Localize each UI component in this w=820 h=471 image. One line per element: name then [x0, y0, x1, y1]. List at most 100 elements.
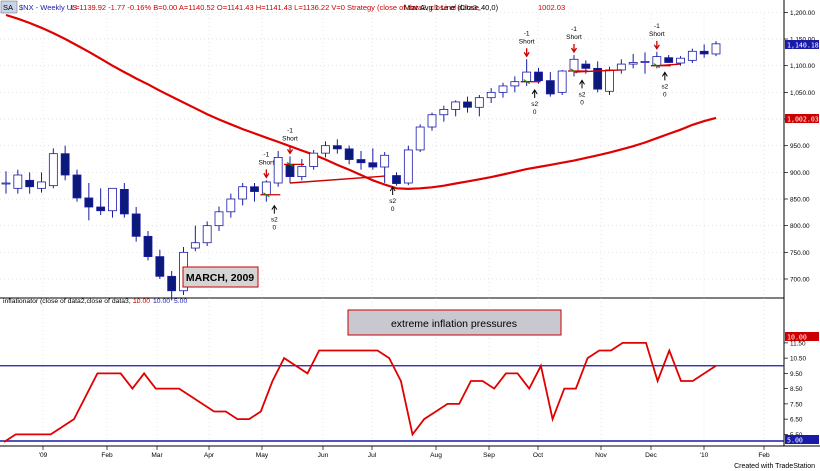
signal-entry-marker [263, 192, 270, 198]
signal-short-arrow [523, 48, 530, 58]
signal-entry-marker [523, 79, 530, 85]
time-tick-label: Nov [595, 452, 607, 459]
candle-body [380, 154, 390, 168]
march-2009-box [182, 266, 259, 288]
candle-body [415, 126, 425, 151]
march-2009-annotation: MARCH, 2009 [182, 266, 259, 288]
signal-exit-arrow [389, 186, 396, 196]
candlestick-series [1, 41, 721, 301]
candle-body [628, 62, 638, 65]
signal-exit-value: 0 [391, 206, 395, 213]
time-tick-label: Jun [318, 452, 329, 459]
march-2009-text: MARCH, 2009 [186, 272, 254, 284]
candle-body [119, 189, 129, 215]
inflation-annotation: extreme inflation pressures [347, 309, 562, 336]
header-ma-value: 1002.03 [538, 3, 565, 12]
signal-position-label: -1 [524, 30, 530, 37]
candle-body [1, 182, 11, 185]
candle-body [332, 145, 342, 150]
signal-position-label: -1 [263, 151, 269, 158]
signal-short-arrow [570, 44, 578, 54]
candle-body [250, 186, 259, 192]
candle-body [48, 153, 58, 187]
candle-body [190, 242, 200, 249]
indicator-series [0, 341, 784, 443]
signal-short-arrow [653, 40, 660, 51]
indicator-value-2: 10.00 [153, 298, 170, 305]
price-tick-label: 950.00 [790, 143, 810, 150]
candle-body [534, 71, 543, 82]
candle-body [545, 80, 555, 95]
footer-credit: Created with TradeStation [734, 463, 815, 470]
symbol-icon[interactable] [0, 0, 18, 14]
signal-exit-arrow [271, 204, 278, 214]
signal-exit-label: s2 [579, 91, 586, 98]
candle-body [226, 198, 236, 213]
candle-body [96, 206, 106, 212]
signal-position-label: -1 [654, 23, 660, 30]
signal-exit-label: s2 [271, 217, 278, 224]
signal-short-label: Short [282, 135, 298, 142]
signal-short-arrow [286, 145, 294, 155]
header-ma-label: Mov Avg 1 Line (Close,40,0) [404, 3, 499, 12]
lower-line-tag [785, 435, 819, 444]
time-tick-label: Oct [533, 452, 543, 459]
moving-average-series [5, 13, 717, 191]
candle-body [463, 101, 472, 108]
signal-entry-marker [286, 161, 294, 167]
candle-body [664, 57, 674, 63]
candle-body [13, 174, 23, 189]
signal-exit-arrow [531, 89, 538, 98]
price-panel[interactable] [0, 0, 784, 298]
signal-exit-value: 0 [273, 225, 277, 232]
signal-exit-label: s2 [389, 198, 396, 205]
strategy-signals: -1Shorts20-1Shorts20-1Shorts20-1Shorts20… [258, 23, 681, 232]
time-tick-label: Jul [368, 452, 377, 459]
candle-body [72, 174, 82, 199]
time-tick-label: Feb [758, 452, 770, 459]
time-tick-label: '09 [39, 452, 48, 459]
candle-body [593, 67, 603, 90]
price-tick-label: 750.00 [790, 250, 810, 257]
last-price-tag [785, 40, 819, 49]
candle-body [640, 61, 650, 63]
candle-body [143, 235, 153, 258]
ma-value-tag-text: 1,002.03 [787, 116, 819, 124]
indicator-tick-label: 6.50 [790, 417, 803, 424]
indicator-tick-label: 11.50 [790, 340, 806, 347]
candle-body [510, 81, 520, 87]
candle-body [711, 43, 721, 55]
candle-body [202, 225, 212, 244]
signal-exit-value: 0 [580, 99, 584, 106]
indicator-tag [785, 332, 819, 341]
price-tick-label: 1,200.00 [790, 10, 815, 17]
candle-body [25, 179, 35, 188]
signal-short-label: Short [566, 34, 582, 41]
time-tick-label: Feb [101, 452, 113, 459]
moving-average-line [5, 13, 717, 191]
candle-body [368, 162, 378, 168]
candle-body [155, 256, 165, 277]
signal-exit-label: s2 [531, 101, 538, 108]
time-tick-label: Sep [483, 452, 495, 459]
candle-body [344, 148, 354, 160]
price-tick-label: 900.00 [790, 170, 810, 177]
inflationator-line [3, 341, 717, 443]
candle-body [297, 166, 307, 178]
candle-body [167, 275, 177, 292]
time-tick-label: Apr [204, 452, 215, 459]
candle-body [392, 175, 401, 184]
header-symbol: $NX - Weekly US [19, 3, 77, 12]
candle-body [273, 157, 283, 184]
candle-body [486, 91, 496, 99]
candle-body [699, 50, 709, 55]
ma-value-tag [785, 114, 819, 123]
candle-body [557, 70, 567, 93]
indicator-tick-label: 10.50 [790, 356, 806, 363]
indicator-tick-label: 8.50 [790, 386, 803, 393]
candle-body [356, 159, 366, 164]
symbol-icon-text: SA [3, 3, 13, 12]
candle-body [427, 114, 437, 128]
time-tick-label: '10 [700, 452, 709, 459]
